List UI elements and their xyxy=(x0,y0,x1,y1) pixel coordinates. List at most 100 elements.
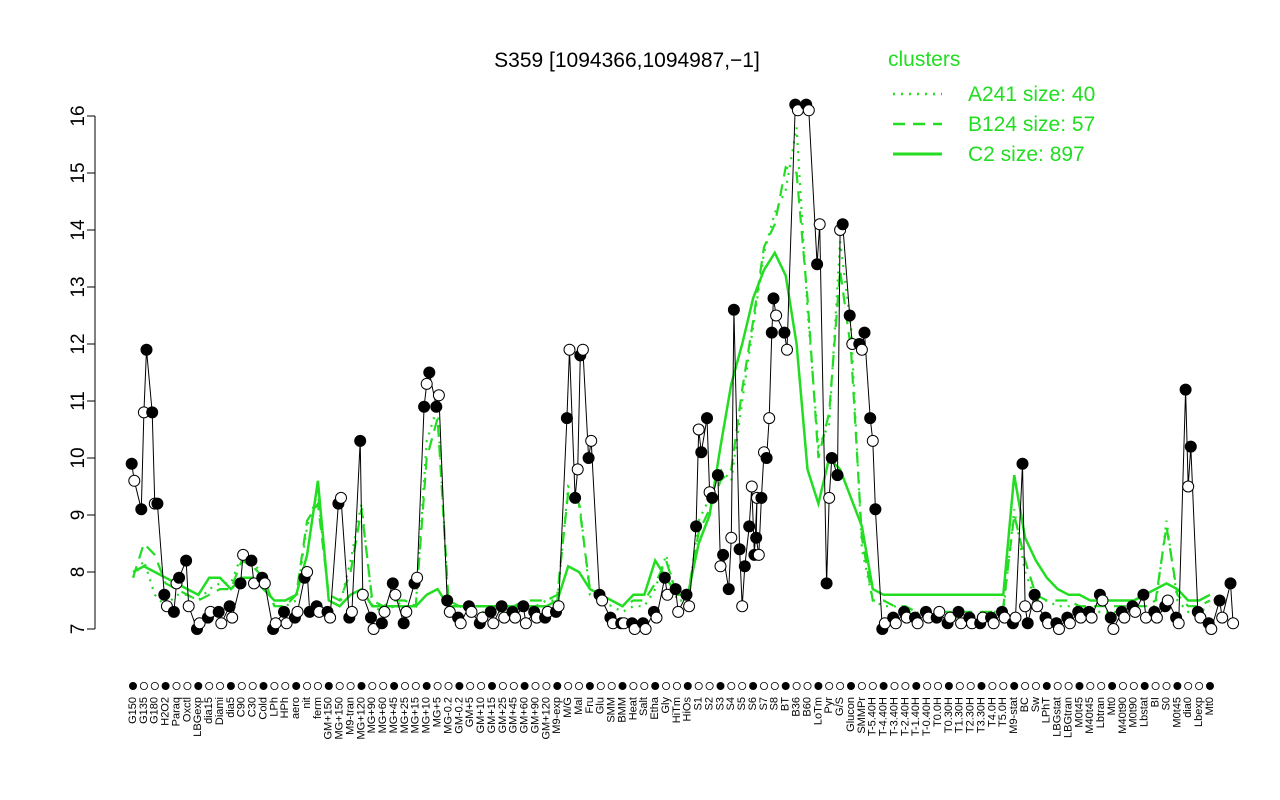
data-point xyxy=(683,600,696,613)
y-tick-label: 13 xyxy=(68,276,89,297)
x-tick-label: B60 xyxy=(801,697,813,717)
x-marker xyxy=(879,682,888,691)
legend-label: A241 size: 40 xyxy=(968,83,1095,106)
x-marker xyxy=(335,682,344,691)
data-point xyxy=(722,583,735,596)
x-tick-label: Mt0 xyxy=(1106,697,1118,715)
data-point xyxy=(763,412,776,425)
data-point xyxy=(825,452,838,464)
data-point xyxy=(706,491,719,504)
data-point xyxy=(755,491,768,504)
x-tick-label: G150 xyxy=(127,697,139,724)
x-marker xyxy=(716,682,725,691)
x-marker xyxy=(226,682,235,691)
data-point xyxy=(1172,617,1185,630)
legend-label: C2 size: 897 xyxy=(968,143,1085,166)
x-tick-label: MG-0.2 xyxy=(442,697,454,734)
x-tick-label: T-0.40H xyxy=(921,697,933,736)
data-point xyxy=(400,605,413,618)
data-point xyxy=(767,292,780,305)
data-point xyxy=(813,218,826,231)
data-point xyxy=(738,560,751,573)
x-marker xyxy=(444,682,453,691)
data-point xyxy=(365,611,377,624)
x-tick-label: GM+10 xyxy=(475,697,487,733)
data-point xyxy=(158,588,171,601)
data-point xyxy=(1118,611,1131,624)
data-point xyxy=(1182,480,1195,493)
y-axis: 7 8 9 10 11 12 13 14 15 16 xyxy=(68,105,96,634)
x-tick-label: aero xyxy=(290,697,302,719)
x-tick-label: M0t90 xyxy=(1128,697,1140,728)
data-point xyxy=(411,571,424,584)
x-marker xyxy=(999,682,1008,691)
x-marker xyxy=(825,682,834,691)
data-point xyxy=(858,326,871,339)
data-point xyxy=(725,531,738,544)
x-marker xyxy=(618,682,627,691)
x-tick-label: Lbtran xyxy=(1095,697,1107,728)
x-marker xyxy=(139,682,148,691)
x-tick-label: T2.30H xyxy=(965,697,977,733)
data-point xyxy=(173,571,186,584)
x-marker xyxy=(455,682,464,691)
data-point xyxy=(820,577,833,590)
x-tick-label: nit xyxy=(301,697,313,709)
x-tick-label: M/G xyxy=(562,697,574,718)
x-marker xyxy=(1097,682,1106,691)
x-marker xyxy=(346,682,355,691)
data-point xyxy=(151,497,164,510)
x-marker xyxy=(194,682,203,691)
data-point xyxy=(517,600,530,613)
x-marker xyxy=(672,682,681,691)
data-point xyxy=(234,577,247,590)
data-point xyxy=(182,600,195,613)
x-tick-label: S2 xyxy=(704,697,716,710)
data-point xyxy=(650,611,663,624)
x-marker xyxy=(803,682,812,691)
data-point xyxy=(1019,600,1032,613)
data-point xyxy=(432,389,445,402)
x-tick-label: SMM xyxy=(606,697,618,723)
data-point xyxy=(582,452,595,464)
x-tick-label: MG+45 xyxy=(388,697,400,733)
data-point xyxy=(889,617,902,630)
data-point xyxy=(843,309,856,322)
data-point xyxy=(345,605,358,618)
x-marker xyxy=(1129,682,1138,691)
data-point xyxy=(215,617,228,630)
x-marker xyxy=(531,682,540,691)
x-tick-label: GM+120 xyxy=(540,697,552,740)
data-point xyxy=(752,548,765,561)
x-tick-label: MG+15 xyxy=(410,697,422,733)
x-marker xyxy=(1042,682,1051,691)
cluster-lines xyxy=(131,127,1211,619)
x-marker xyxy=(509,682,518,691)
x-tick-label: dia0 xyxy=(1182,697,1194,718)
x-tick-label: MG+10 xyxy=(421,697,433,733)
x-marker xyxy=(172,682,181,691)
x-tick-label: B36 xyxy=(791,697,803,717)
x-marker xyxy=(161,682,170,691)
data-point xyxy=(167,605,180,618)
x-marker xyxy=(770,682,779,691)
data-point xyxy=(324,611,337,624)
x-marker xyxy=(694,682,703,691)
x-marker xyxy=(890,682,899,691)
x-marker xyxy=(781,682,790,691)
data-point xyxy=(418,400,431,413)
x-tick-label: MG+150 xyxy=(334,697,346,740)
data-point xyxy=(1213,594,1226,607)
data-point xyxy=(736,600,749,613)
data-point xyxy=(1028,588,1041,601)
data-point xyxy=(690,520,703,533)
data-point xyxy=(367,623,380,635)
data-point xyxy=(911,617,924,630)
data-point xyxy=(669,583,682,596)
x-tick-label: dia15 xyxy=(203,697,215,724)
x-tick-label: Diami xyxy=(214,697,226,725)
x-marker xyxy=(128,682,137,691)
x-tick-label: dia5 xyxy=(225,697,237,718)
series-line-C2 xyxy=(132,250,1211,608)
